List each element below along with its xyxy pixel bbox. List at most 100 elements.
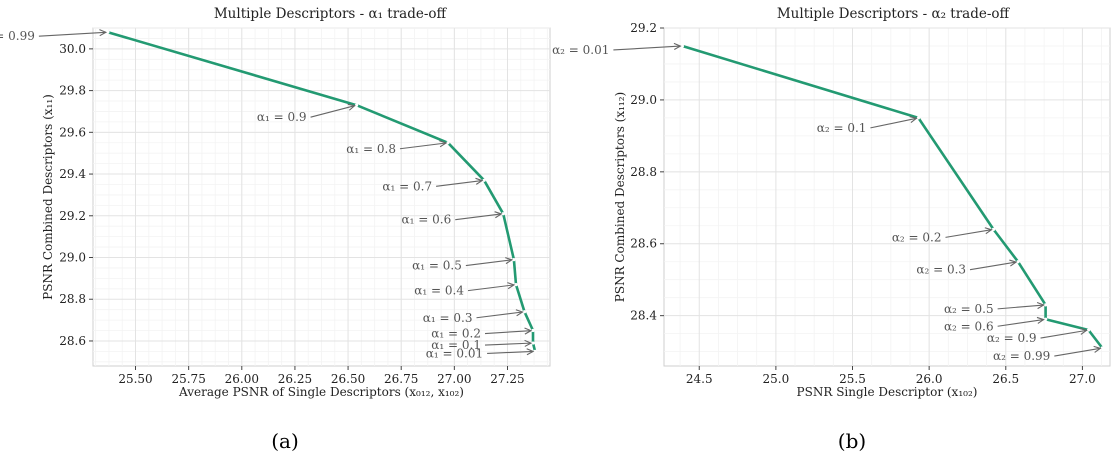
annotation-arrowhead: [505, 257, 514, 265]
data-point: [1016, 260, 1020, 264]
y-tick-label: 30.0: [59, 42, 86, 56]
annotation-arrow: [997, 318, 1044, 327]
data-point: [501, 212, 505, 216]
x-tick-label: 27.00: [437, 372, 471, 386]
annotation-arrow: [1040, 329, 1087, 339]
chart-title: Multiple Descriptors - α₂ trade-off: [777, 6, 1011, 22]
x-tick-label: 26.0: [916, 372, 943, 386]
annotation-label: α₂ = 0.1: [817, 121, 867, 135]
annotation-label: α₂ = 0.99: [993, 349, 1050, 363]
data-point: [531, 328, 535, 333]
x-tick-label: 26.50: [331, 372, 365, 386]
annotation-arrowhead: [673, 42, 682, 50]
data-point: [531, 341, 535, 345]
data-point: [680, 44, 684, 48]
data-point: [1100, 346, 1104, 350]
chart-title: Multiple Descriptors - α₁ trade-off: [214, 6, 448, 22]
annotation-arrowhead: [494, 211, 503, 219]
y-tick-label: 28.6: [59, 334, 86, 348]
y-tick-label: 28.6: [630, 237, 657, 251]
y-tick-label: 29.0: [59, 251, 86, 265]
y-axis-label: PSNR Combined Descriptors (x₁₁₂): [613, 92, 627, 302]
y-tick-label: 29.8: [59, 84, 86, 98]
annotation-label: α₂ = 0.3: [916, 263, 966, 277]
x-tick-label: 27.0: [1069, 372, 1096, 386]
y-axis-label: PSNR Combined Descriptors (x₁₁): [41, 94, 55, 300]
x-tick-label: 26.00: [225, 372, 259, 386]
annotation-arrow: [945, 229, 992, 238]
annotation-label: α₂ = 0.9: [987, 331, 1037, 345]
annotation-arrowhead: [524, 339, 533, 347]
x-axis-label: Average PSNR of Single Descriptors (x₀₁₂…: [178, 385, 464, 399]
x-tick-label: 24.5: [686, 372, 713, 386]
annotation-arrowhead: [1036, 316, 1045, 324]
annotation-arrowhead: [909, 116, 918, 124]
annotation-arrowhead: [515, 309, 524, 317]
annotation-label: α₁ = 0.3: [423, 311, 473, 325]
annotation-arrow: [455, 213, 502, 221]
annotation-arrowhead: [1079, 327, 1088, 335]
annotation-arrowhead: [1009, 259, 1018, 267]
annotation-arrow: [476, 311, 523, 319]
annotation-arrow: [38, 31, 106, 37]
annotation-arrowhead: [475, 177, 484, 185]
y-tick-label: 28.8: [630, 165, 657, 179]
annotation-label: α₂ = 0.2: [892, 230, 942, 244]
y-tick-label: 28.8: [59, 292, 86, 306]
chart-alpha1-tradeoff: 25.50 25.75 26.00 26.25 26.50 26.75 27.00 27.25…: [0, 6, 551, 399]
series-line: [682, 44, 1104, 349]
annotation-label: α₂ = 0.5: [944, 302, 994, 316]
annotation-arrowhead: [984, 227, 993, 235]
y-tick-label: 29.4: [59, 167, 86, 181]
annotation-arrow: [310, 105, 355, 118]
x-axis-label: PSNR Single Descriptor (x₁₀₂): [797, 385, 978, 399]
data-point: [514, 283, 518, 287]
y-tick-label: 28.4: [630, 309, 657, 323]
data-point: [1044, 303, 1048, 307]
annotation-label: α₁ = 0.2: [431, 327, 481, 341]
annotation-label: α₂ = 0.01: [552, 43, 609, 57]
annotation-label: α₁ = 0.8: [346, 142, 396, 156]
subcaption-b: (b): [838, 429, 866, 453]
x-tick-label: 25.0: [763, 372, 790, 386]
annotation-label: α₁ = 0.5: [412, 259, 462, 273]
data-point: [446, 141, 450, 145]
data-point: [106, 30, 110, 34]
annotation-arrowhead: [1093, 345, 1102, 353]
annotation-arrow: [465, 259, 512, 267]
annotation-arrowhead: [507, 282, 516, 290]
annotation-arrow: [1054, 347, 1101, 357]
annotation-label: α₁ = 0.01: [426, 346, 483, 360]
x-tick-label: 26.75: [384, 372, 418, 386]
annotation-arrow: [467, 284, 515, 292]
data-point: [916, 116, 921, 120]
y-tick-label: 29.2: [630, 21, 657, 35]
annotation-arrow: [399, 142, 447, 150]
plot-area: [663, 27, 1111, 367]
x-tick-label: 25.50: [118, 372, 152, 386]
annotation-arrowhead: [99, 29, 108, 37]
x-tick-label: 26.5: [992, 372, 1019, 386]
annotation-label: α₁ = 0.4: [414, 284, 464, 298]
chart-alpha2-tradeoff: 24.5 25.0 25.5 26.0 26.5 27.0 28.4 28.6 28.8 29.0…: [552, 6, 1111, 399]
annotation-label: α₁ = 0.99: [0, 29, 35, 43]
annotation-arrow: [969, 261, 1017, 271]
annotation-arrowhead: [526, 348, 535, 356]
x-tick-label: 26.25: [278, 372, 312, 386]
annotation-arrowhead: [524, 327, 533, 335]
annotation-arrow: [484, 330, 532, 335]
y-tick-label: 29.0: [630, 93, 657, 107]
annotation-arrow: [436, 180, 483, 187]
annotation-label: α₁ = 0.7: [382, 179, 432, 193]
x-tick-label: 25.5: [839, 372, 866, 386]
x-tick-label: 25.75: [171, 372, 205, 386]
y-tick-label: 29.6: [59, 125, 86, 139]
annotation-arrow: [870, 117, 917, 129]
annotation-arrow: [487, 350, 534, 354]
data-point: [991, 227, 996, 231]
subcaption-a: (a): [271, 429, 299, 453]
data-point: [1044, 317, 1048, 321]
annotation-arrowhead: [347, 103, 356, 111]
annotation-arrow: [484, 342, 532, 346]
